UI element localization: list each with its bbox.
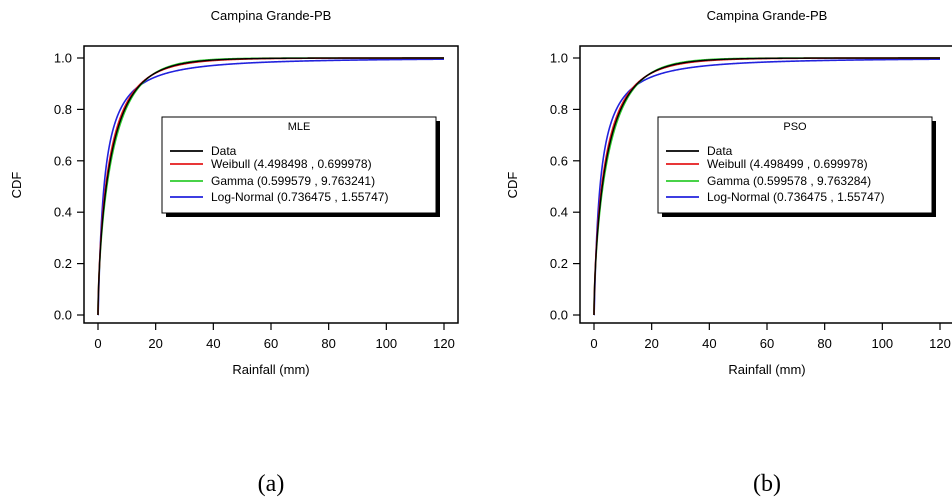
- legend-title: PSO: [783, 121, 807, 133]
- panel-caption: (a): [258, 471, 285, 497]
- y-tick-label: 0.6: [54, 153, 72, 168]
- x-tick-label: 20: [148, 336, 162, 351]
- x-tick-label: 120: [433, 336, 455, 351]
- legend-item-lognormal: Log-Normal (0.736475 , 1.55747): [666, 190, 884, 204]
- series-line-data: [593, 57, 940, 315]
- legend-item-data: Data: [170, 144, 237, 158]
- y-tick-label: 0.8: [54, 102, 72, 117]
- x-axis-label: Rainfall (mm): [232, 362, 309, 377]
- plot-frame: [579, 45, 952, 324]
- x-tick-label: 0: [590, 336, 597, 351]
- legend-label-weibull: Weibull (4.498498 , 0.699978): [211, 157, 372, 171]
- legend: MLE Data Weibull (4.498498 , 0.699978) G…: [161, 116, 440, 217]
- y-tick-label: 0.2: [550, 256, 568, 271]
- y-tick-label: 0.4: [550, 205, 568, 220]
- x-tick-label: 120: [929, 336, 951, 351]
- legend-label-lognormal: Log-Normal (0.736475 , 1.55747): [211, 190, 388, 204]
- x-axis-label: Rainfall (mm): [728, 362, 805, 377]
- legend-label-data: Data: [707, 144, 733, 158]
- y-tick-label: 0.8: [550, 102, 568, 117]
- legend-item-weibull: Weibull (4.498499 , 0.699978): [666, 157, 868, 171]
- chart-title: Campina Grande-PB: [707, 8, 828, 23]
- x-tick-label: 20: [644, 336, 658, 351]
- legend-box: [657, 116, 933, 214]
- y-axis-label: CDF: [505, 172, 520, 199]
- chart-panel-b: Campina Grande-PB 0 20 40 60 80 100 120 0.0 0.2…: [505, 8, 952, 497]
- legend-item-gamma: Gamma (0.599579 , 9.763241): [170, 174, 375, 188]
- y-tick-label: 1.0: [550, 51, 568, 66]
- curves-layer: [97, 57, 445, 316]
- x-tick-label: 80: [817, 336, 831, 351]
- x-tick-label: 80: [321, 336, 335, 351]
- legend: PSO Data Weibull (4.498499 , 0.699978) G…: [657, 116, 936, 217]
- x-tick-label: 100: [871, 336, 893, 351]
- legend-label-lognormal: Log-Normal (0.736475 , 1.55747): [707, 190, 884, 204]
- y-tick-label: 1.0: [54, 51, 72, 66]
- x-tick-label: 60: [760, 336, 774, 351]
- y-axis: 0.0 0.2 0.4 0.6 0.8 1.0: [550, 51, 580, 323]
- x-tick-label: 40: [702, 336, 716, 351]
- y-tick-label: 0.0: [550, 308, 568, 323]
- x-tick-label: 60: [264, 336, 278, 351]
- x-tick-label: 100: [375, 336, 397, 351]
- legend-title: MLE: [288, 121, 311, 133]
- legend-item-data: Data: [666, 144, 733, 158]
- x-axis: 0 20 40 60 80 100 120: [94, 323, 455, 351]
- curves-layer: [593, 57, 941, 316]
- legend-box: [161, 116, 437, 214]
- legend-label-gamma: Gamma (0.599579 , 9.763241): [211, 174, 375, 188]
- y-tick-label: 0.2: [54, 256, 72, 271]
- legend-item-gamma: Gamma (0.599578 , 9.763284): [666, 174, 871, 188]
- x-tick-label: 0: [94, 336, 101, 351]
- panel-caption: (b): [753, 471, 781, 497]
- y-tick-label: 0.4: [54, 205, 72, 220]
- series-line-log-normal: [97, 58, 445, 316]
- legend-label-weibull: Weibull (4.498499 , 0.699978): [707, 157, 868, 171]
- legend-label-data: Data: [211, 144, 237, 158]
- legend-item-weibull: Weibull (4.498498 , 0.699978): [170, 157, 372, 171]
- chart-panel-a: Campina Grande-PB 0 20 40 60 80 100 120 0.0 0.2…: [9, 8, 459, 497]
- y-axis: 0.0 0.2 0.4 0.6 0.8 1.0: [54, 51, 84, 323]
- series-line-log-normal: [593, 58, 941, 316]
- legend-label-gamma: Gamma (0.599578 , 9.763284): [707, 174, 871, 188]
- x-tick-label: 40: [206, 336, 220, 351]
- y-axis-label: CDF: [9, 172, 24, 199]
- series-line-data: [97, 57, 444, 315]
- legend-item-lognormal: Log-Normal (0.736475 , 1.55747): [170, 190, 388, 204]
- y-tick-label: 0.0: [54, 308, 72, 323]
- chart-title: Campina Grande-PB: [211, 8, 332, 23]
- y-tick-label: 0.6: [550, 153, 568, 168]
- x-axis: 0 20 40 60 80 100 120: [590, 323, 951, 351]
